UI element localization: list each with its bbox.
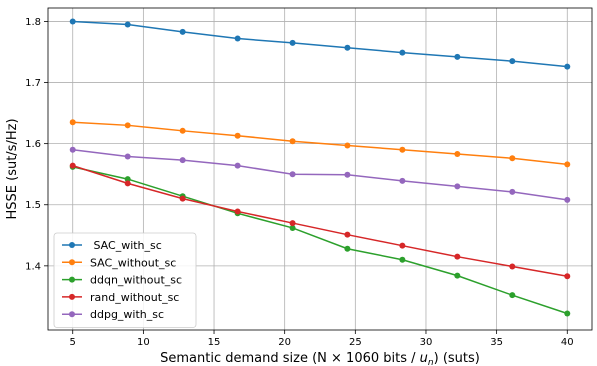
data-point xyxy=(234,132,241,139)
y-axis-title: HSSE (sut/s/Hz) xyxy=(5,118,20,219)
data-point xyxy=(234,208,241,215)
legend-label: SAC_without_sc xyxy=(90,256,176,269)
y-tick-label: 1.6 xyxy=(25,139,41,150)
x-tick-label: 35 xyxy=(490,337,503,348)
legend-item: ddpg_with_sc xyxy=(62,308,164,321)
data-point xyxy=(564,63,571,70)
series-line xyxy=(72,20,568,68)
legend-marker xyxy=(69,311,75,318)
x-tick-label: 5 xyxy=(70,337,76,348)
data-point xyxy=(454,151,461,158)
data-point xyxy=(344,245,351,252)
data-point xyxy=(509,58,516,65)
data-point xyxy=(454,183,461,190)
data-point xyxy=(399,177,406,184)
data-point xyxy=(69,119,76,126)
data-point xyxy=(344,171,351,178)
data-point xyxy=(179,157,186,164)
data-point xyxy=(179,28,186,35)
x-tick-label: 25 xyxy=(349,337,362,348)
data-point xyxy=(234,162,241,169)
data-point xyxy=(179,127,186,134)
data-point xyxy=(399,146,406,153)
legend-item: SAC_with_sc xyxy=(62,239,162,252)
data-point xyxy=(399,242,406,249)
series-sac-without-sc xyxy=(69,119,571,168)
x-axis-title: Semantic demand size (N × 1060 bits / un… xyxy=(160,351,480,366)
data-point xyxy=(124,21,131,28)
data-point xyxy=(289,39,296,46)
legend-box xyxy=(53,232,197,328)
legend-marker xyxy=(69,293,75,300)
x-tick-label: 20 xyxy=(278,337,291,348)
data-point xyxy=(564,273,571,280)
legend-item: SAC_without_sc xyxy=(62,256,176,269)
data-point xyxy=(344,142,351,149)
x-tick-label: 30 xyxy=(420,337,433,348)
data-point xyxy=(69,162,76,169)
data-point xyxy=(399,49,406,56)
series-ddqn-without-sc xyxy=(69,163,571,317)
data-point xyxy=(399,256,406,263)
y-tick-label: 1.7 xyxy=(25,78,41,89)
x-tick-label: 40 xyxy=(561,337,574,348)
x-tick-label: 15 xyxy=(208,337,221,348)
data-point xyxy=(344,44,351,51)
data-point xyxy=(234,35,241,42)
series-sac-with-sc xyxy=(69,18,571,70)
data-point xyxy=(124,153,131,160)
data-point xyxy=(509,188,516,195)
x-tick-label: 10 xyxy=(137,337,150,348)
data-point xyxy=(124,176,131,183)
data-point xyxy=(564,196,571,203)
data-point xyxy=(509,263,516,270)
y-tick-label: 1.4 xyxy=(25,261,41,272)
data-point xyxy=(124,122,131,129)
plot-frame xyxy=(47,7,593,331)
legend-marker xyxy=(69,242,75,248)
legend-label: rand_without_sc xyxy=(90,291,179,304)
data-point xyxy=(509,155,516,162)
legend-label: ddqn_without_sc xyxy=(90,274,182,287)
legend-marker xyxy=(69,276,75,283)
data-point xyxy=(344,231,351,238)
series-line xyxy=(72,121,568,166)
legend-label: ddpg_with_sc xyxy=(90,308,164,321)
y-tick-label: 1.8 xyxy=(25,17,41,28)
axis-ticks: 5 10 15 20 25 30 35 40 1.4 1.5 1.6 1.7 1.8 xyxy=(25,17,574,348)
series-ddpg-with-sc xyxy=(69,146,571,203)
data-point xyxy=(509,292,516,299)
legend-item: ddqn_without_sc xyxy=(62,274,182,287)
legend-item: rand_without_sc xyxy=(62,291,179,304)
data-point xyxy=(454,53,461,60)
data-point xyxy=(69,18,76,25)
data-point xyxy=(289,171,296,178)
series-line xyxy=(72,166,568,315)
series-group xyxy=(69,18,571,317)
legend: SAC_with_sc SAC_without_sc ddqn_without_sc… xyxy=(53,232,197,328)
data-point xyxy=(179,195,186,202)
data-point xyxy=(289,220,296,227)
data-point xyxy=(454,272,461,279)
data-point xyxy=(289,224,296,231)
data-point xyxy=(69,146,76,153)
data-point xyxy=(454,253,461,260)
data-point xyxy=(124,180,131,187)
y-tick-label: 1.5 xyxy=(25,200,41,211)
legend-label: SAC_with_sc xyxy=(90,239,162,252)
series-rand-without-sc xyxy=(69,162,571,280)
data-point xyxy=(564,161,571,168)
data-point xyxy=(289,138,296,145)
legend-marker xyxy=(69,259,75,266)
series-line xyxy=(72,149,568,201)
data-point xyxy=(564,310,571,317)
series-line xyxy=(72,164,568,277)
